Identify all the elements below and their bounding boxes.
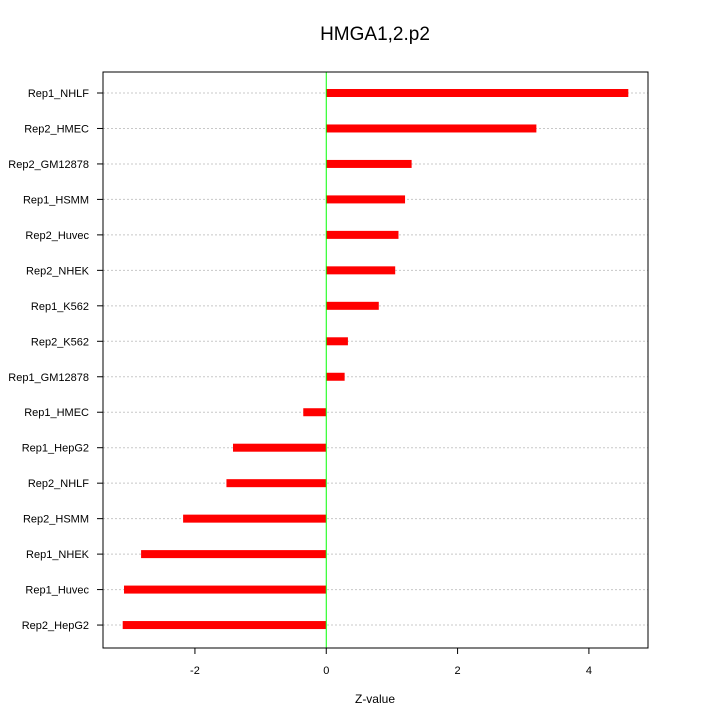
- bar: [326, 372, 345, 381]
- bar: [233, 443, 327, 452]
- bar: [226, 479, 327, 488]
- y-tick-label: Rep2_GM12878: [8, 159, 89, 171]
- y-tick-label: Rep1_Huvec: [25, 585, 89, 597]
- y-tick-label: Rep2_NHLF: [28, 478, 89, 490]
- y-tick-label: Rep2_K562: [31, 336, 89, 348]
- bar: [326, 89, 629, 97]
- y-tick-label: Rep1_HMEC: [24, 407, 89, 419]
- bars: [122, 89, 629, 630]
- chart-title: HMGA1,2.p2: [320, 24, 430, 45]
- plot-area-frame: [102, 71, 649, 649]
- y-tick-label: Rep2_Huvec: [25, 230, 89, 242]
- y-tick-label: Rep2_HMEC: [24, 123, 89, 135]
- y-tick-label: Rep1_NHLF: [28, 88, 89, 100]
- bar: [122, 621, 327, 630]
- x-tick-label: 2: [455, 665, 461, 677]
- bar: [124, 585, 327, 594]
- y-tick-label: Rep1_NHEK: [26, 549, 90, 561]
- bar: [183, 514, 327, 523]
- y-tick-label: Rep1_GM12878: [8, 372, 89, 384]
- x-axis-label: Z-value: [355, 692, 395, 706]
- bar: [326, 301, 379, 310]
- y-axis: Rep1_NHLF Rep2_HMEC Rep2_GM12878 Rep1_HSMM R…: [8, 88, 103, 632]
- y-tick-label: Rep2_NHEK: [26, 265, 90, 277]
- y-tick-label: Rep2_HSMM: [23, 514, 89, 526]
- x-tick-label: -2: [190, 665, 200, 677]
- bar: [326, 230, 399, 239]
- bar: [326, 195, 406, 204]
- y-tick-label: Rep1_K562: [31, 301, 89, 313]
- y-tick-label: Rep1_HSMM: [23, 194, 89, 206]
- bar: [326, 159, 412, 168]
- grid-lines: [103, 92, 648, 626]
- bar: [326, 337, 348, 346]
- bar: [141, 550, 327, 559]
- x-tick-label: 0: [323, 665, 329, 677]
- y-tick-label: Rep1_HepG2: [22, 443, 89, 455]
- bar: [326, 266, 396, 275]
- bar: [326, 124, 537, 133]
- y-tick-label: Rep2_HepG2: [22, 620, 89, 632]
- x-tick-label: 4: [586, 665, 592, 677]
- x-axis: -2 0 2 4: [190, 648, 592, 677]
- bar: [303, 408, 327, 417]
